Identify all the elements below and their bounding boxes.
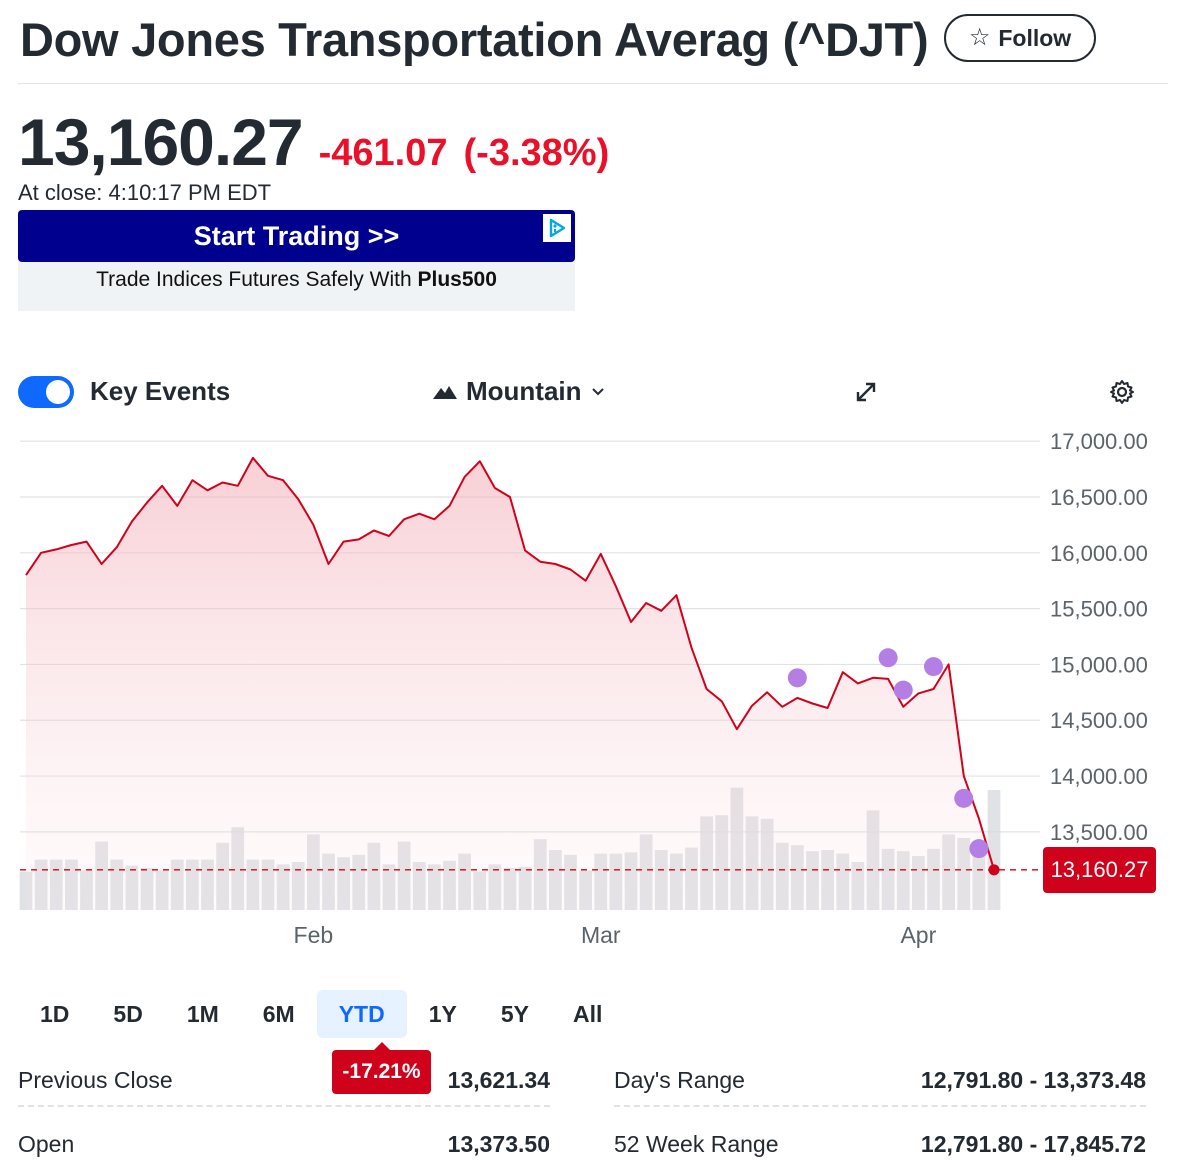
market-close-time: At close: 4:10:17 PM EDT bbox=[18, 180, 272, 205]
ad-tagline: Trade Indices Futures Safely With Plus50… bbox=[18, 268, 575, 292]
range-button-5y[interactable]: 5Y bbox=[500, 1000, 529, 1027]
follow-label: Follow bbox=[998, 24, 1072, 51]
price-area-fill bbox=[26, 457, 994, 910]
key-events-toggle[interactable] bbox=[18, 376, 74, 408]
key-event-dots[interactable] bbox=[787, 648, 989, 859]
key-event-dot[interactable] bbox=[787, 668, 807, 688]
stat-label: Previous Close bbox=[18, 1067, 173, 1093]
last-price-badge: 13,160.27 bbox=[1043, 846, 1156, 893]
price-line bbox=[25, 456, 995, 871]
y-tick-label: 15,000.00 bbox=[1050, 652, 1148, 677]
ad-choices-icon[interactable] bbox=[543, 214, 571, 242]
stat-label: 52 Week Range bbox=[614, 1131, 779, 1157]
key-event-dot[interactable] bbox=[969, 839, 989, 859]
ad-cta-label: Start Trading >> bbox=[193, 220, 400, 251]
ytd-change-badge: -17.21% bbox=[332, 1042, 431, 1094]
range-button-1m[interactable]: 1M bbox=[186, 1000, 219, 1027]
key-event-dot[interactable] bbox=[878, 648, 898, 668]
ad-banner[interactable]: Start Trading >> Trade Indices Futures S… bbox=[18, 210, 575, 311]
range-selector: 1D 5D 1M 6M YTD 1Y 5Y All bbox=[18, 990, 624, 1038]
range-button-ytd[interactable]: YTD bbox=[316, 990, 407, 1038]
y-tick-label: 17,000.00 bbox=[1050, 430, 1148, 454]
stat-52-week-range: 52 Week Range 12,791.80 - 17,845.72 bbox=[614, 1119, 1146, 1161]
ad-tagline-text: Trade Indices Futures Safely With bbox=[96, 268, 418, 291]
range-button-1d[interactable]: 1D bbox=[40, 1000, 70, 1027]
key-event-dot[interactable] bbox=[893, 680, 913, 700]
current-price: 13,160.27 bbox=[18, 105, 304, 179]
last-price-dot bbox=[988, 864, 1000, 876]
ad-cta-button[interactable]: Start Trading >> bbox=[18, 210, 575, 262]
range-button-1y[interactable]: 1Y bbox=[428, 1000, 457, 1027]
y-tick-label: 16,000.00 bbox=[1050, 541, 1148, 566]
stat-value: 12,791.80 - 13,373.48 bbox=[920, 1067, 1146, 1093]
x-tick-label: Feb bbox=[294, 922, 334, 948]
stat-label: Day's Range bbox=[614, 1067, 745, 1093]
ad-brand: Plus500 bbox=[417, 268, 497, 291]
x-tick-label: Mar bbox=[581, 922, 621, 948]
price-chart[interactable]: 17,000.00 16,500.00 16,000.00 15,500.00 15,0… bbox=[0, 430, 1200, 950]
follow-button[interactable]: ☆ Follow bbox=[944, 14, 1096, 62]
key-event-dot[interactable] bbox=[954, 788, 974, 808]
price-change: -461.07 bbox=[318, 132, 448, 174]
range-button-6m[interactable]: 6M bbox=[262, 1000, 295, 1027]
mountain-icon bbox=[433, 385, 457, 399]
stat-label: Open bbox=[18, 1131, 75, 1157]
star-icon: ☆ bbox=[968, 24, 991, 51]
chart-type-label: Mountain bbox=[466, 376, 582, 406]
key-event-dot[interactable] bbox=[924, 657, 943, 677]
chevron-down-icon bbox=[591, 387, 604, 395]
range-button-5d[interactable]: 5D bbox=[113, 1000, 143, 1027]
quote-price-row: 13,160.27 -461.07 (-3.38%) bbox=[18, 104, 610, 179]
page-title: Dow Jones Transportation Averag (^DJT) bbox=[20, 13, 929, 66]
y-tick-label: 14,500.00 bbox=[1050, 708, 1148, 733]
stat-previous-close: Previous Close 13,621.34 bbox=[18, 1055, 550, 1107]
stat-days-range: Day's Range 12,791.80 - 13,373.48 bbox=[614, 1055, 1146, 1107]
y-tick-label: 13,500.00 bbox=[1050, 820, 1148, 845]
y-tick-label: 16,500.00 bbox=[1050, 485, 1148, 510]
y-tick-label: 14,000.00 bbox=[1050, 764, 1148, 789]
stat-value: 12,791.80 - 17,845.72 bbox=[920, 1131, 1146, 1157]
header: Dow Jones Transportation Averag (^DJT) ☆… bbox=[18, 10, 1168, 84]
stat-value: 13,621.34 bbox=[447, 1067, 550, 1093]
expand-icon[interactable] bbox=[852, 378, 880, 406]
stat-open: Open 13,373.50 bbox=[18, 1119, 550, 1161]
range-button-all[interactable]: All bbox=[573, 1000, 603, 1027]
stat-value: 13,373.50 bbox=[447, 1131, 550, 1157]
chart-toolbar: Key Events Mountain bbox=[18, 370, 1148, 416]
price-area bbox=[20, 456, 1040, 910]
toggle-knob bbox=[46, 380, 70, 404]
price-change-percent: (-3.38%) bbox=[463, 132, 610, 174]
y-axis-labels: 17,000.00 16,500.00 16,000.00 15,500.00 15,0… bbox=[1050, 430, 1148, 845]
x-tick-label: Apr bbox=[900, 922, 936, 948]
y-tick-label: 15,500.00 bbox=[1050, 597, 1148, 622]
gear-icon[interactable] bbox=[1108, 378, 1136, 406]
chart-type-dropdown[interactable]: Mountain bbox=[432, 376, 606, 407]
key-events-label: Key Events bbox=[90, 376, 231, 406]
x-axis-labels: Feb Mar Apr bbox=[294, 922, 937, 948]
